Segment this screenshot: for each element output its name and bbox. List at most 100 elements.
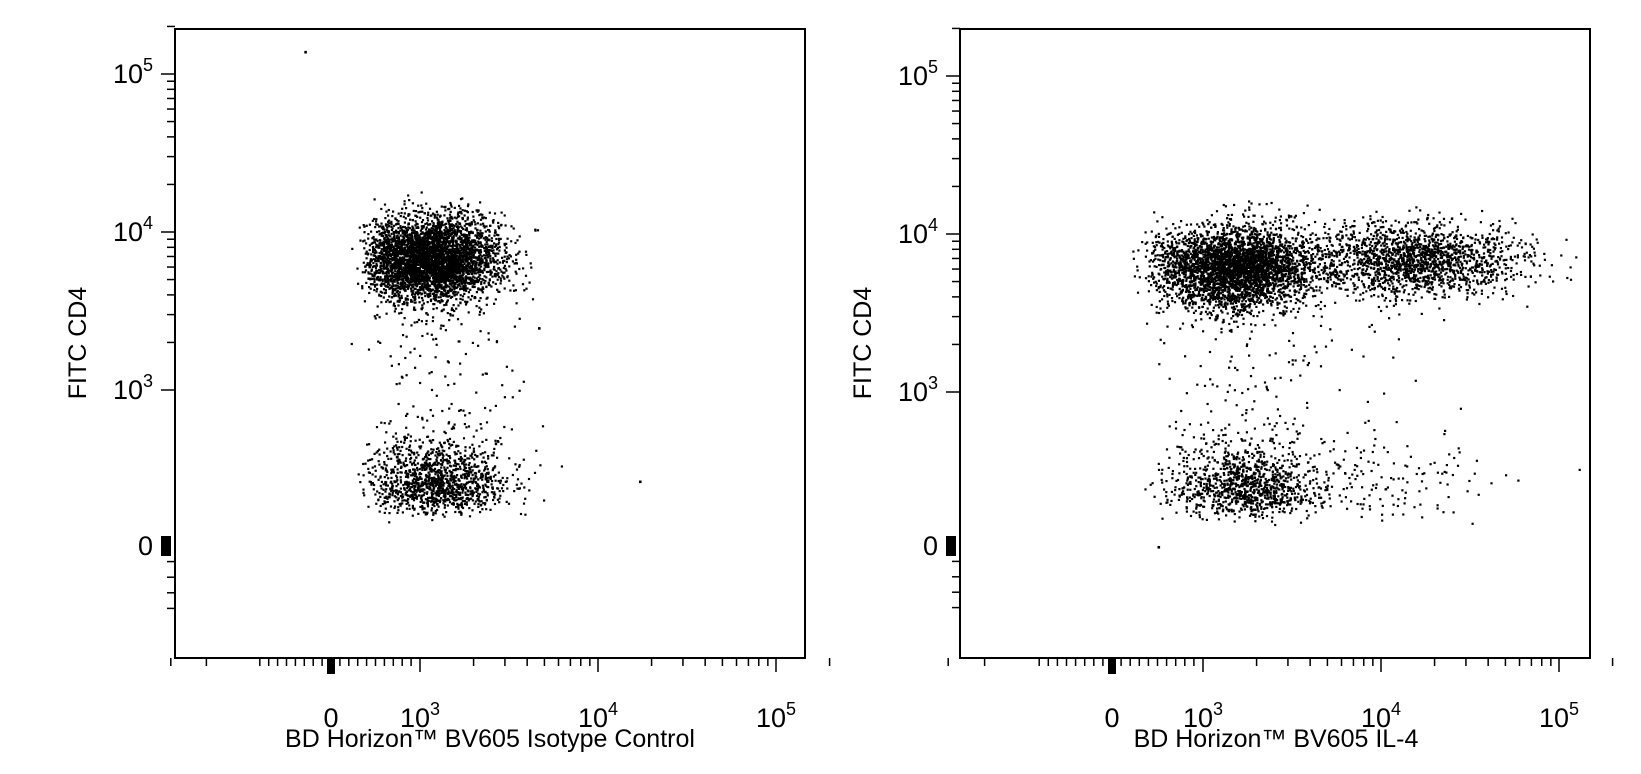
data-point <box>445 272 448 275</box>
data-point <box>411 202 414 205</box>
data-point <box>415 281 418 284</box>
data-point <box>421 227 424 230</box>
data-point <box>381 251 384 254</box>
data-point <box>379 239 382 242</box>
data-point <box>440 271 444 274</box>
data-point <box>454 469 457 472</box>
data-point <box>370 482 373 485</box>
data-point <box>461 271 464 274</box>
data-point <box>431 493 434 496</box>
data-point <box>373 198 376 201</box>
data-point <box>437 231 440 234</box>
data-point <box>395 239 398 242</box>
data-point <box>403 203 406 206</box>
data-point <box>407 238 410 241</box>
data-point <box>474 239 477 242</box>
data-point <box>387 272 390 275</box>
data-point <box>436 287 439 290</box>
data-point <box>405 274 408 277</box>
data-point <box>449 234 452 237</box>
data-point <box>434 236 437 239</box>
data-point <box>503 264 506 267</box>
data-point <box>446 256 449 259</box>
data-point <box>494 231 497 234</box>
data-point <box>421 306 424 309</box>
data-point <box>378 246 381 249</box>
data-point <box>363 300 366 303</box>
data-point <box>402 266 405 269</box>
data-point <box>385 264 388 267</box>
data-point <box>421 480 424 483</box>
data-point <box>492 258 495 261</box>
data-point <box>494 298 497 301</box>
data-point <box>489 246 492 249</box>
data-point <box>382 261 386 265</box>
data-point <box>459 225 462 228</box>
data-point <box>425 277 428 281</box>
data-point <box>435 259 438 262</box>
data-point <box>383 230 387 233</box>
data-point <box>450 223 454 226</box>
data-point <box>435 307 438 310</box>
data-point <box>371 277 374 281</box>
data-point <box>490 491 493 494</box>
data-point <box>411 246 414 249</box>
data-point <box>430 509 433 512</box>
data-point <box>393 500 396 503</box>
data-point <box>390 243 393 246</box>
data-point <box>399 215 402 218</box>
data-point <box>464 267 467 270</box>
data-point <box>401 445 404 449</box>
data-point <box>440 252 443 256</box>
data-point <box>419 269 422 272</box>
data-point <box>393 279 396 282</box>
data-point <box>411 277 414 280</box>
data-point <box>445 293 448 296</box>
data-point <box>448 501 452 504</box>
data-point <box>444 257 447 260</box>
data-point <box>492 251 495 255</box>
data-point <box>399 229 402 232</box>
data-point <box>534 228 537 231</box>
data-point <box>500 211 503 214</box>
data-point <box>403 233 407 236</box>
data-point <box>489 244 492 247</box>
data-point <box>387 246 390 249</box>
data-point <box>427 482 430 485</box>
data-point <box>382 483 385 486</box>
data-point <box>459 455 462 459</box>
data-point <box>400 240 403 243</box>
data-point <box>407 222 410 226</box>
data-point <box>446 274 449 277</box>
data-point <box>389 258 392 261</box>
data-point <box>427 274 430 277</box>
data-point <box>428 284 431 287</box>
data-point <box>484 217 487 220</box>
data-point <box>409 487 412 490</box>
data-point <box>414 295 417 298</box>
data-point <box>458 252 461 255</box>
data-point <box>474 246 477 249</box>
data-point <box>466 218 469 221</box>
data-point <box>411 286 414 289</box>
data-point <box>482 224 485 227</box>
data-point <box>426 511 429 514</box>
data-point <box>460 483 463 486</box>
data-point <box>452 230 455 233</box>
data-point <box>468 515 472 518</box>
data-point <box>492 281 495 284</box>
data-point <box>439 249 442 252</box>
data-point <box>464 300 467 303</box>
data-point <box>448 248 451 251</box>
data-point <box>479 260 482 263</box>
data-point <box>475 391 478 394</box>
data-point <box>482 456 485 459</box>
data-point <box>406 304 409 307</box>
data-point <box>427 241 431 244</box>
data-point <box>359 239 362 242</box>
data-point <box>397 295 400 298</box>
data-point <box>493 252 496 255</box>
data-point <box>368 223 371 226</box>
data-point <box>356 267 359 270</box>
data-point <box>418 250 421 254</box>
